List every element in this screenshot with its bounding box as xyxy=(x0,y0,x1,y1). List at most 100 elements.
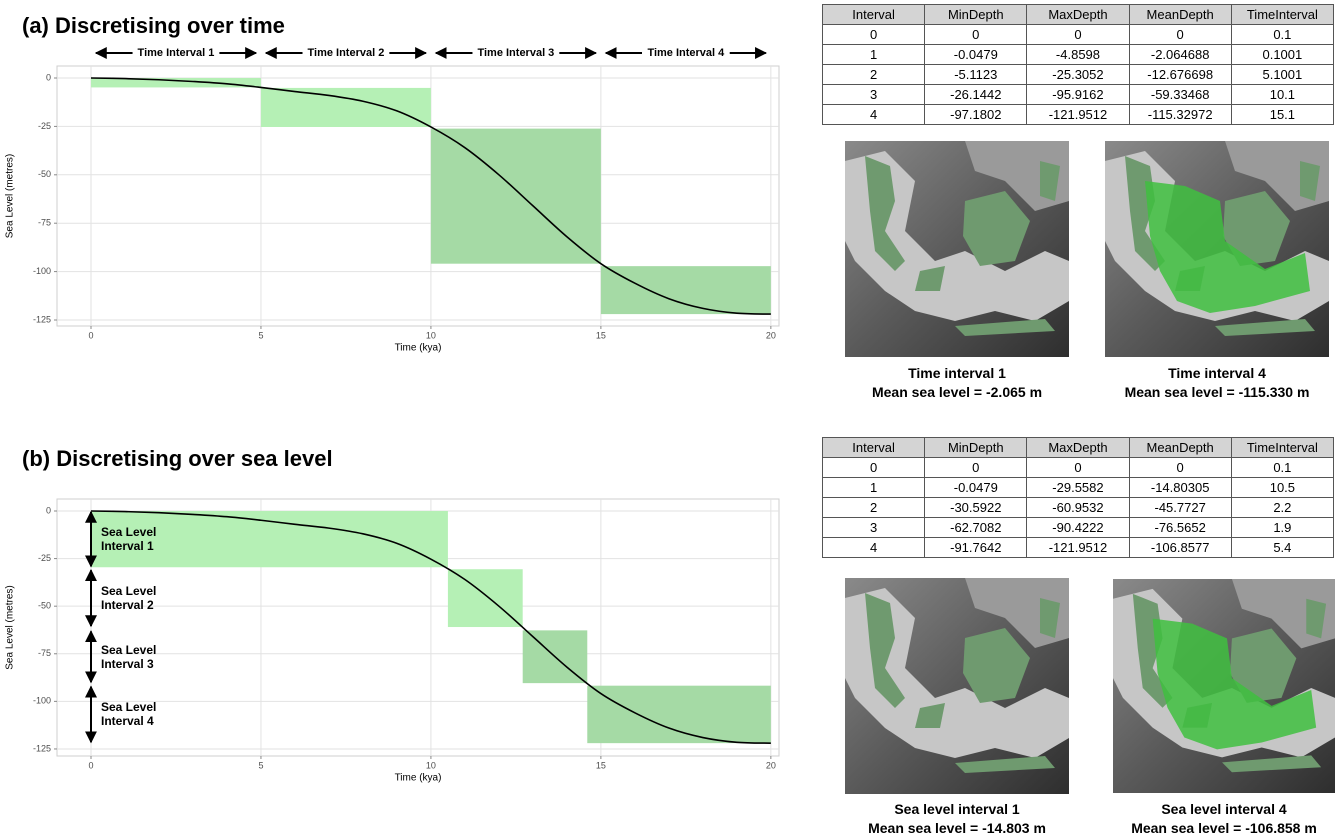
y-tick-label: -75 xyxy=(38,648,51,658)
interval-box xyxy=(448,569,523,627)
table-row: 3-62.7082-90.4222-76.56521.9 xyxy=(823,518,1334,538)
table-cell: -30.5922 xyxy=(925,498,1027,518)
map-caption-subtitle: Mean sea level = -14.803 m xyxy=(827,819,1087,836)
interval-box xyxy=(587,686,771,743)
x-tick-label: 10 xyxy=(426,760,436,770)
table-cell: 3 xyxy=(823,85,925,105)
table-header-cell: MinDepth xyxy=(925,438,1027,458)
table-cell: 0 xyxy=(1129,458,1231,478)
interval-label: Time Interval 3 xyxy=(477,47,554,59)
table-cell: 1.9 xyxy=(1231,518,1333,538)
table-cell: 2 xyxy=(823,498,925,518)
table-cell: -91.7642 xyxy=(925,538,1027,558)
interval-label: Sea Level Interval 4 xyxy=(101,700,179,728)
x-tick-label: 15 xyxy=(596,330,606,340)
table-header-cell: Interval xyxy=(823,438,925,458)
y-tick-label: -125 xyxy=(33,743,51,753)
table-header-cell: MinDepth xyxy=(925,5,1027,25)
y-tick-label: -75 xyxy=(38,218,51,228)
table-cell: 4 xyxy=(823,538,925,558)
table-cell: 0 xyxy=(1027,25,1129,45)
table-cell: -121.9512 xyxy=(1027,105,1129,125)
x-axis-label: Time (kya) xyxy=(395,343,442,354)
y-axis-label: Sea Level (metres) xyxy=(5,154,16,238)
y-tick-label: -100 xyxy=(33,266,51,276)
x-tick-label: 20 xyxy=(766,760,776,770)
x-tick-label: 20 xyxy=(766,330,776,340)
x-tick-label: 0 xyxy=(88,330,93,340)
x-tick-label: 5 xyxy=(258,330,263,340)
interval-label: Time Interval 1 xyxy=(138,47,215,59)
map xyxy=(845,141,1069,357)
map-caption-subtitle: Mean sea level = -2.065 m xyxy=(827,383,1087,402)
table-cell: 5.1001 xyxy=(1231,65,1333,85)
map-caption-subtitle: Mean sea level = -106.858 m xyxy=(1094,819,1335,836)
x-tick-label: 0 xyxy=(88,760,93,770)
table-cell: 0 xyxy=(925,458,1027,478)
chart-title: (b) Discretising over sea level xyxy=(22,446,333,471)
y-tick-label: -50 xyxy=(38,601,51,611)
table-cell: 2 xyxy=(823,65,925,85)
table-cell: -60.9532 xyxy=(1027,498,1129,518)
map-caption-title: Time interval 4 xyxy=(1087,364,1335,383)
table-cell: 4 xyxy=(823,105,925,125)
table-cell: -25.3052 xyxy=(1027,65,1129,85)
table-cell: -95.9162 xyxy=(1027,85,1129,105)
figure-canvas: (a) Discretising over time 0 -25 -50 -75 -100… xyxy=(0,0,1335,836)
table-cell: 3 xyxy=(823,518,925,538)
table-cell: 1 xyxy=(823,45,925,65)
table-cell: -0.0479 xyxy=(925,45,1027,65)
table-header-cell: TimeInterval xyxy=(1231,438,1333,458)
figure: (a) Discretising over time 0 -25 -50 -75 -100… xyxy=(0,0,1335,836)
interval-label: Time Interval 2 xyxy=(308,47,385,59)
map-caption-title: Time interval 1 xyxy=(827,364,1087,383)
chart-title: (a) Discretising over time xyxy=(22,13,285,38)
table-cell: 10.1 xyxy=(1231,85,1333,105)
table-cell: -4.8598 xyxy=(1027,45,1129,65)
x-tick-label: 5 xyxy=(258,760,263,770)
map-caption-subtitle: Mean sea level = -115.330 m xyxy=(1087,383,1335,402)
interval-box xyxy=(91,78,261,87)
table-cell: 10.5 xyxy=(1231,478,1333,498)
table-cell: 1 xyxy=(823,478,925,498)
table-cell: -14.80305 xyxy=(1129,478,1231,498)
map xyxy=(1113,579,1335,793)
table-header-cell: Interval xyxy=(823,5,925,25)
x-tick-label: 15 xyxy=(596,760,606,770)
y-tick-label: 0 xyxy=(46,505,51,515)
table-cell: 0 xyxy=(823,25,925,45)
table-cell: 5.4 xyxy=(1231,538,1333,558)
map xyxy=(1105,141,1329,357)
table-header-cell: TimeInterval xyxy=(1231,5,1333,25)
interval-label: Sea Level Interval 3 xyxy=(101,643,179,671)
x-tick-label: 10 xyxy=(426,330,436,340)
table-header-cell: MeanDepth xyxy=(1129,438,1231,458)
table-cell: 15.1 xyxy=(1231,105,1333,125)
y-tick-label: -125 xyxy=(33,314,51,324)
interval-label: Sea Level Interval 1 xyxy=(101,525,179,553)
table-header-cell: MaxDepth xyxy=(1027,438,1129,458)
table-cell: 2.2 xyxy=(1231,498,1333,518)
table-cell: 0 xyxy=(1027,458,1129,478)
y-tick-label: -25 xyxy=(38,121,51,131)
y-tick-label: -100 xyxy=(33,696,51,706)
interval-label: Time Interval 4 xyxy=(647,47,725,59)
table-cell: 0.1001 xyxy=(1231,45,1333,65)
table-cell: -115.32972 xyxy=(1129,105,1231,125)
map-caption-title: Sea level interval 1 xyxy=(827,800,1087,819)
table-cell: -97.1802 xyxy=(925,105,1027,125)
